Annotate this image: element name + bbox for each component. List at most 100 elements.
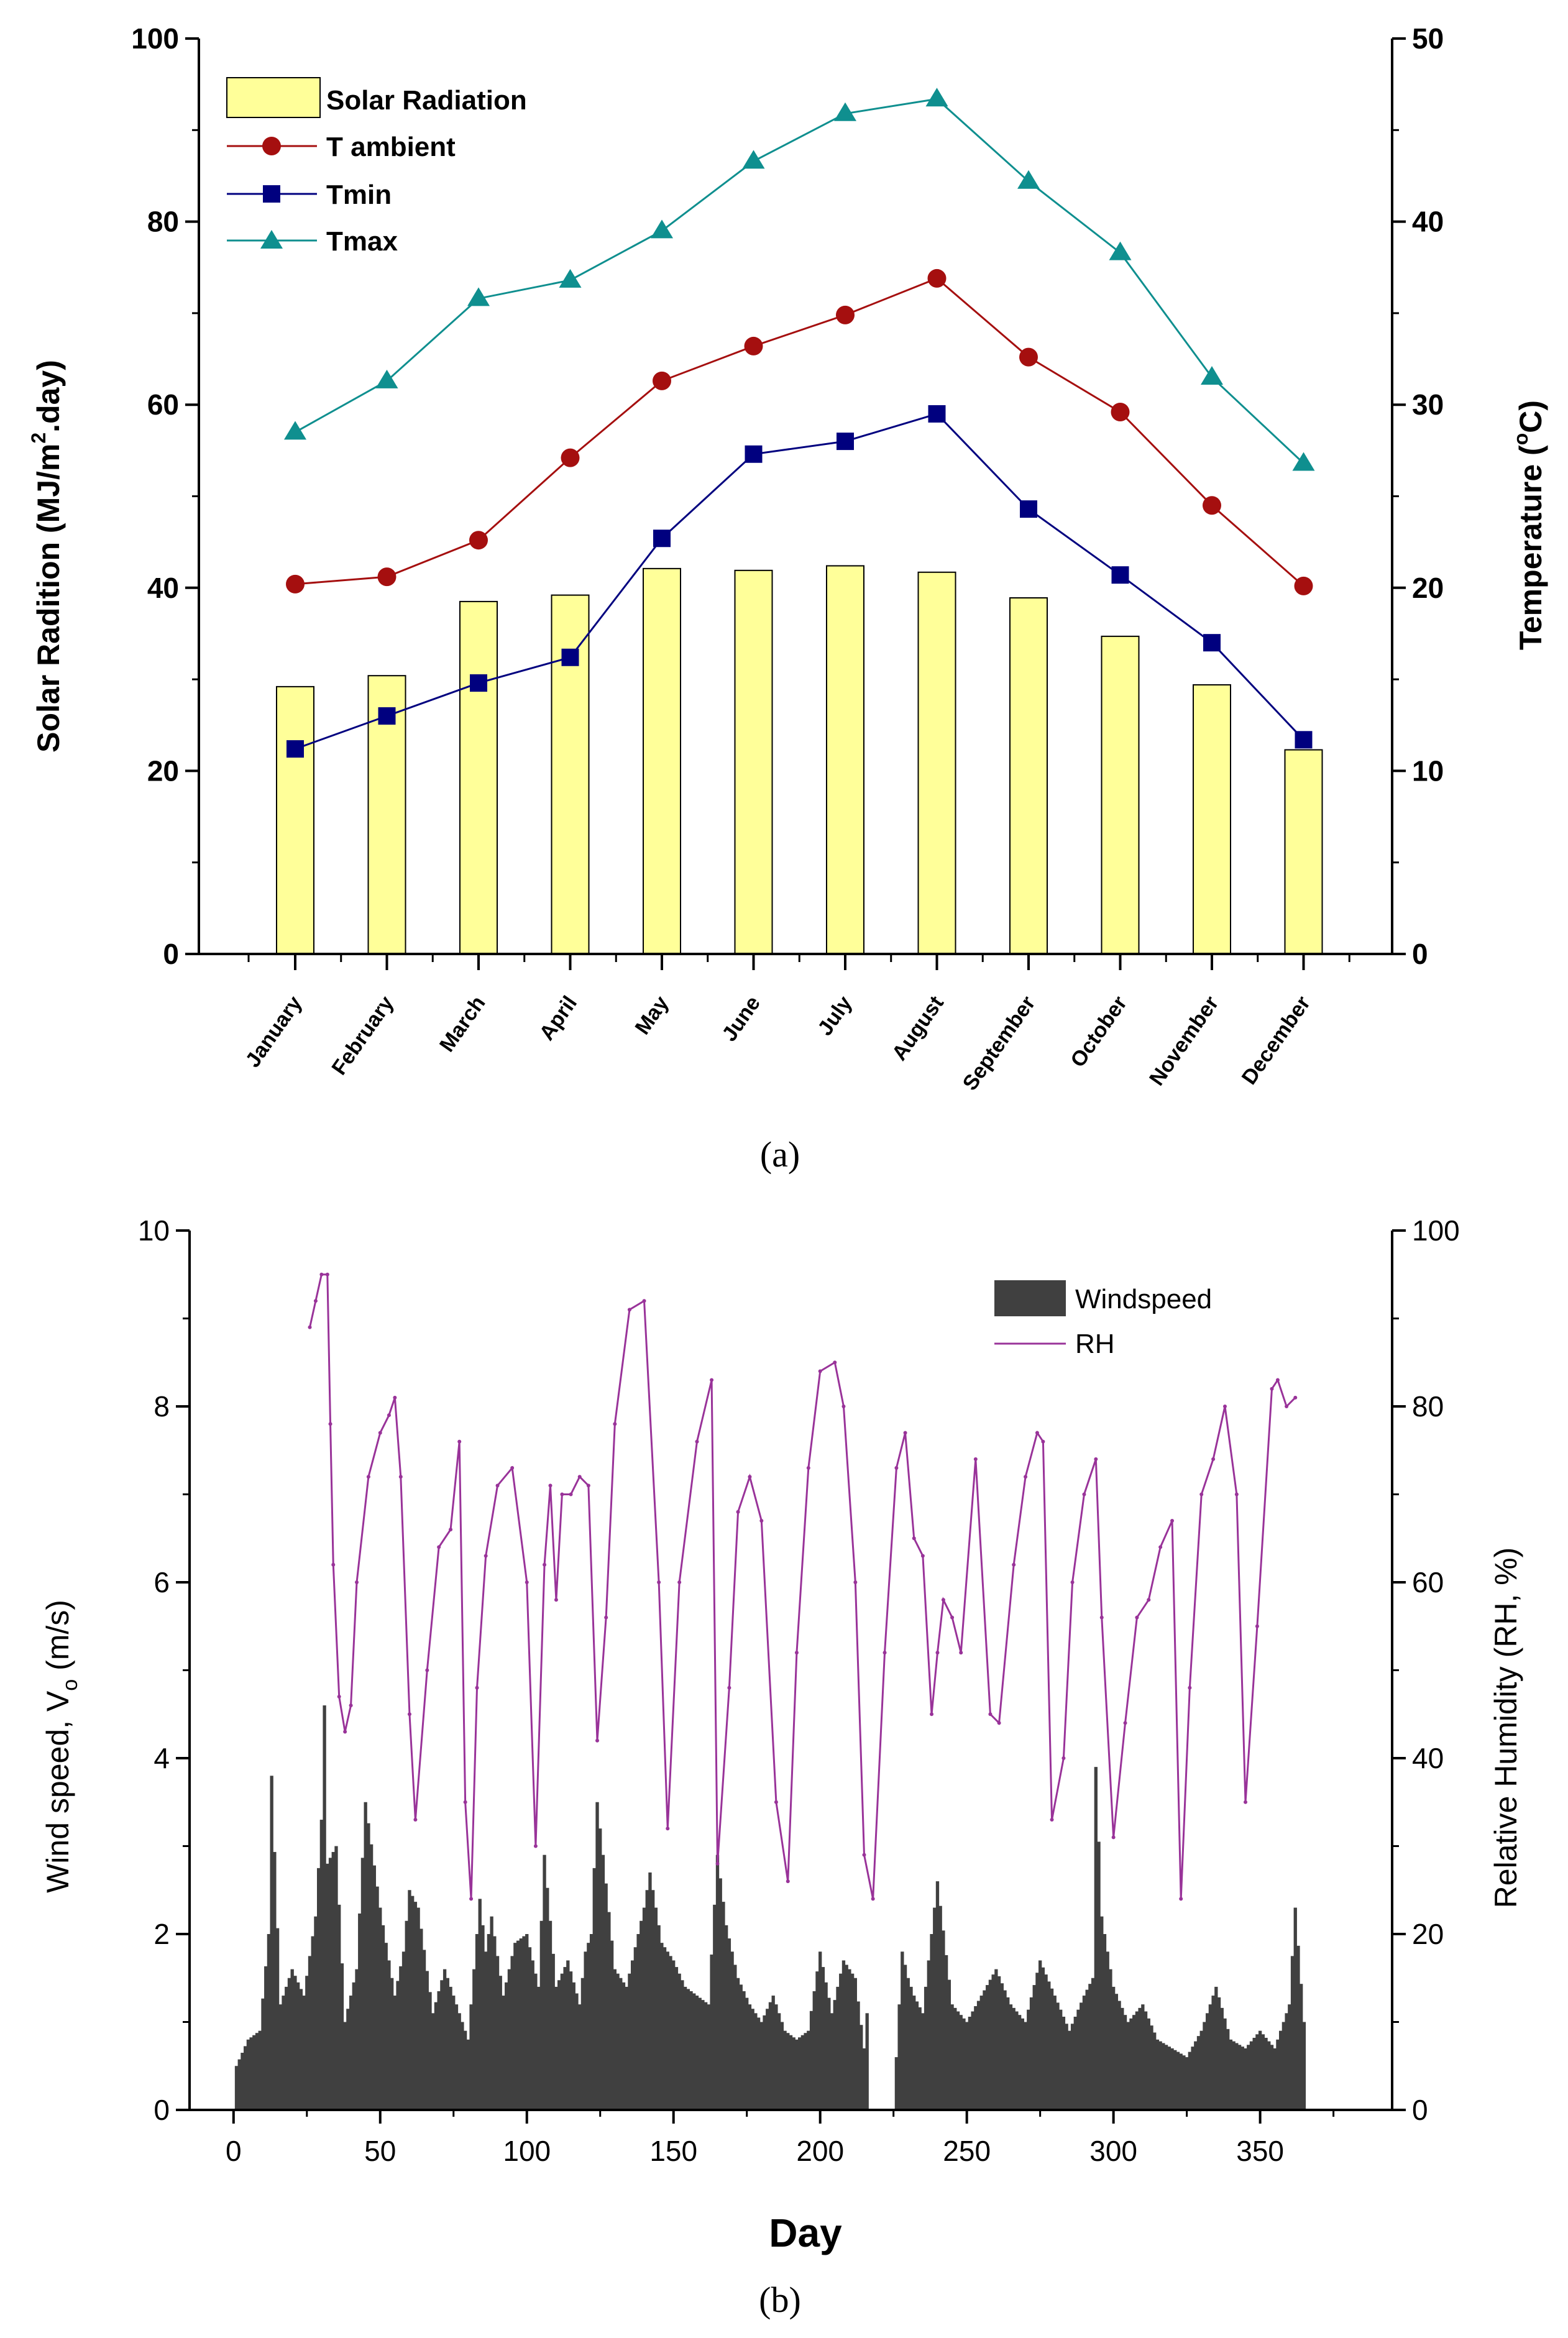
point-tmin-june — [745, 445, 763, 463]
point-rh-345 — [1244, 1800, 1248, 1804]
bar-windspeed-day-303 — [1121, 2007, 1124, 2110]
bar-windspeed-day-293 — [1091, 1978, 1095, 2110]
bar-windspeed-day-324 — [1182, 2055, 1186, 2110]
point-tmin-march — [470, 674, 487, 692]
point-rh-229 — [903, 1431, 907, 1435]
legend-marker-t-ambient — [262, 137, 281, 155]
bar-windspeed-day-103 — [534, 1973, 538, 2110]
point-rh-308 — [1135, 1615, 1139, 1620]
line-t-ambient — [295, 277, 1304, 587]
bar-windspeed-day-68 — [431, 2013, 435, 2110]
ytick-label-right-a-30: 30 — [1412, 388, 1444, 421]
point-rh-196 — [806, 1466, 810, 1470]
bar-windspeed-day-24 — [302, 1996, 306, 2110]
point-rh-240 — [935, 1651, 940, 1655]
bar-windspeed-day-14 — [273, 1851, 277, 2110]
point-rh-57 — [398, 1475, 403, 1479]
bar-solar-october — [1101, 635, 1140, 955]
bar-windspeed-day-108 — [548, 1920, 552, 2110]
bar-windspeed-day-341 — [1232, 2041, 1236, 2110]
bar-windspeed-day-22 — [296, 1982, 300, 2110]
bar-windspeed-day-19 — [287, 1978, 291, 2110]
temperature-lines — [284, 88, 1315, 758]
bar-solar-december — [1284, 749, 1323, 955]
bar-windspeed-day-229 — [903, 1964, 907, 2110]
ytick-label-left-b-10: 10 — [138, 1214, 170, 1247]
bar-windspeed-day-125 — [598, 1828, 602, 2110]
bar-windspeed-day-132 — [619, 1978, 623, 2110]
point-rh-205 — [833, 1360, 837, 1365]
point-rh-108 — [548, 1483, 552, 1488]
bar-windspeed-day-116 — [572, 1982, 575, 2110]
point-rh-100 — [525, 1580, 529, 1584]
bar-windspeed-day-302 — [1117, 2001, 1121, 2110]
point-rh-140 — [642, 1299, 646, 1303]
bar-windspeed-day-360 — [1288, 2004, 1291, 2110]
point-rh-354 — [1270, 1387, 1274, 1391]
bar-windspeed-day-112 — [560, 1973, 564, 2110]
bar-windspeed-day-20 — [290, 1969, 294, 2110]
bar-windspeed-day-83 — [475, 1934, 479, 2110]
month-label-july: July — [813, 992, 856, 1040]
bar-windspeed-day-101 — [528, 1947, 532, 2110]
bar-windspeed-day-295 — [1097, 1841, 1101, 2110]
point-rh-118 — [577, 1475, 582, 1479]
bar-windspeed-day-73 — [446, 1978, 449, 2110]
bar-windspeed-day-255 — [979, 1996, 983, 2110]
bar-windspeed-day-141 — [645, 1890, 649, 2110]
bar-windspeed-day-50 — [378, 1907, 382, 2110]
point-rh-300 — [1111, 1835, 1116, 1840]
bar-windspeed-day-151 — [674, 1967, 679, 2110]
point-rh-359 — [1285, 1405, 1289, 1408]
bar-windspeed-day-117 — [575, 1993, 579, 2110]
bar-windspeed-day-130 — [613, 1969, 617, 2110]
bar-windspeed-day-253 — [974, 2006, 978, 2110]
point-tmin-november — [1203, 634, 1221, 652]
bar-windspeed-day-167 — [722, 1902, 725, 2110]
bar-windspeed-day-201 — [821, 1967, 825, 2110]
bar-windspeed-day-40 — [349, 1996, 353, 2110]
bar-windspeed-day-252 — [971, 2011, 974, 2110]
point-rh-106 — [543, 1562, 547, 1567]
bar-windspeed-day-159 — [698, 1997, 702, 2110]
bar-windspeed-day-71 — [440, 1980, 444, 2110]
bar-windspeed-day-65 — [422, 1950, 426, 2110]
bar-windspeed-day-300 — [1111, 1986, 1116, 2110]
bar-windspeed-day-63 — [416, 1907, 420, 2110]
bar-windspeed-day-171 — [733, 1964, 737, 2110]
bar-windspeed-day-363 — [1296, 1945, 1300, 2110]
bar-windspeed-day-34 — [331, 1851, 335, 2110]
point-t-ambient-april — [561, 448, 580, 467]
bar-windspeed-day-15 — [275, 1928, 280, 2110]
point-rh-152 — [677, 1580, 682, 1584]
bar-windspeed-day-172 — [736, 1978, 740, 2110]
point-tmax-december — [1292, 452, 1315, 471]
bar-windspeed-day-121 — [587, 1943, 590, 2110]
bar-windspeed-day-346 — [1247, 2045, 1250, 2110]
ytick-label-right-b-100: 100 — [1412, 1214, 1460, 1247]
bar-windspeed-day-106 — [543, 1854, 546, 2110]
point-tmin-january — [287, 740, 304, 758]
bar-windspeed-day-275 — [1038, 1960, 1042, 2110]
bar-windspeed-day-279 — [1050, 1988, 1054, 2110]
point-tmax-june — [742, 150, 765, 169]
point-rh-304 — [1123, 1721, 1127, 1725]
point-rh-245 — [950, 1615, 955, 1620]
point-rh-66 — [425, 1668, 429, 1672]
point-rh-62 — [413, 1818, 418, 1822]
bar-windspeed-day-94 — [507, 1969, 511, 2110]
legend-label-tmax: Tmax — [326, 226, 398, 257]
bar-windspeed-day-180 — [759, 2022, 763, 2110]
bar-windspeed-day-21 — [293, 1976, 297, 2110]
bar-windspeed-day-49 — [375, 1886, 379, 2110]
bar-windspeed-day-133 — [621, 1982, 626, 2110]
bar-windspeed-day-99 — [522, 1936, 526, 2110]
bar-windspeed-day-1 — [234, 2066, 239, 2110]
bar-windspeed-day-126 — [601, 1854, 605, 2110]
bar-windspeed-day-236 — [924, 1986, 928, 2110]
bar-windspeed-day-84 — [478, 1899, 482, 2110]
point-rh-349 — [1255, 1624, 1259, 1628]
bar-windspeed-day-138 — [636, 1934, 640, 2110]
bar-windspeed-day-146 — [660, 1943, 664, 2110]
